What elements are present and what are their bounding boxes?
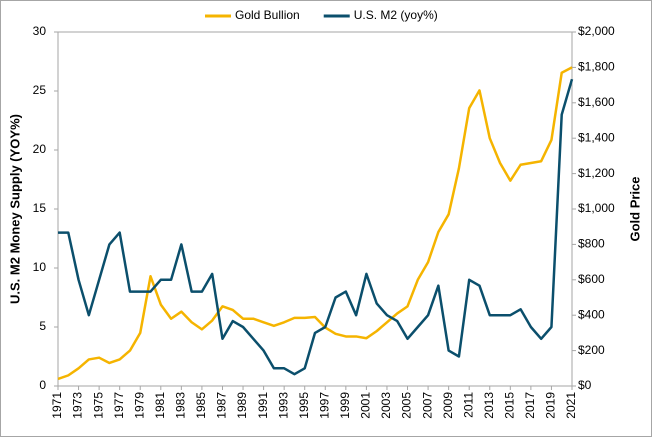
y2-tick-label: $2,000 — [578, 24, 615, 38]
x-tick-label: 1985 — [194, 392, 208, 419]
y2-tick-label: $1,800 — [578, 60, 615, 74]
x-tick-label: 1997 — [317, 392, 331, 419]
y-tick-label: 25 — [33, 83, 47, 97]
y-tick-label: 15 — [33, 201, 47, 215]
y2-tick-label: $0 — [578, 378, 592, 392]
y2-tick-label: $800 — [578, 237, 605, 251]
x-tick-label: 2003 — [379, 392, 393, 419]
y-tick-label: 30 — [33, 24, 47, 38]
legend-label: U.S. M2 (yoy%) — [354, 8, 438, 22]
y2-tick-label: $1,000 — [578, 201, 615, 215]
x-tick-label: 2017 — [523, 392, 537, 419]
y2-tick-label: $1,400 — [578, 130, 615, 144]
x-tick-label: 1977 — [112, 392, 126, 419]
x-tick-label: 1991 — [256, 392, 270, 419]
x-tick-label: 1973 — [71, 392, 85, 419]
x-tick-label: 1983 — [174, 392, 188, 419]
x-tick-label: 2015 — [502, 392, 516, 419]
x-tick-label: 2007 — [420, 392, 434, 419]
x-tick-label: 1993 — [276, 392, 290, 419]
y2-tick-label: $400 — [578, 307, 605, 321]
y2-tick-label: $1,600 — [578, 95, 615, 109]
y-tick-label: 10 — [33, 260, 47, 274]
y2-tick-label: $200 — [578, 343, 605, 357]
x-tick-label: 2001 — [359, 392, 373, 419]
y-tick-label: 0 — [39, 378, 46, 392]
x-tick-label: 1971 — [50, 392, 64, 419]
y2-tick-label: $1,200 — [578, 166, 615, 180]
x-tick-label: 1979 — [132, 392, 146, 419]
x-tick-label: 2021 — [564, 392, 578, 419]
x-tick-label: 1995 — [297, 392, 311, 419]
series-line — [58, 78, 574, 376]
x-tick-label: 1981 — [153, 392, 167, 419]
x-tick-label: 1989 — [235, 392, 249, 419]
series-line — [57, 66, 573, 381]
x-tick-label: 2019 — [544, 392, 558, 419]
y-tick-label: 20 — [33, 142, 47, 156]
legend-label: Gold Bullion — [235, 8, 300, 22]
x-tick-label: 2011 — [461, 392, 475, 418]
y-axis-title: U.S. M2 Money Supply (YOY%) — [7, 114, 22, 304]
x-tick-label: 2013 — [482, 392, 496, 419]
y-tick-label: 5 — [39, 319, 46, 333]
x-tick-label: 2009 — [441, 392, 455, 419]
x-tick-label: 1999 — [338, 392, 352, 419]
y2-axis-title: Gold Price — [627, 176, 642, 241]
x-tick-label: 1975 — [91, 392, 105, 419]
x-tick-label: 1987 — [215, 392, 229, 419]
x-tick-label: 2005 — [400, 392, 414, 419]
y2-tick-label: $600 — [578, 272, 605, 286]
